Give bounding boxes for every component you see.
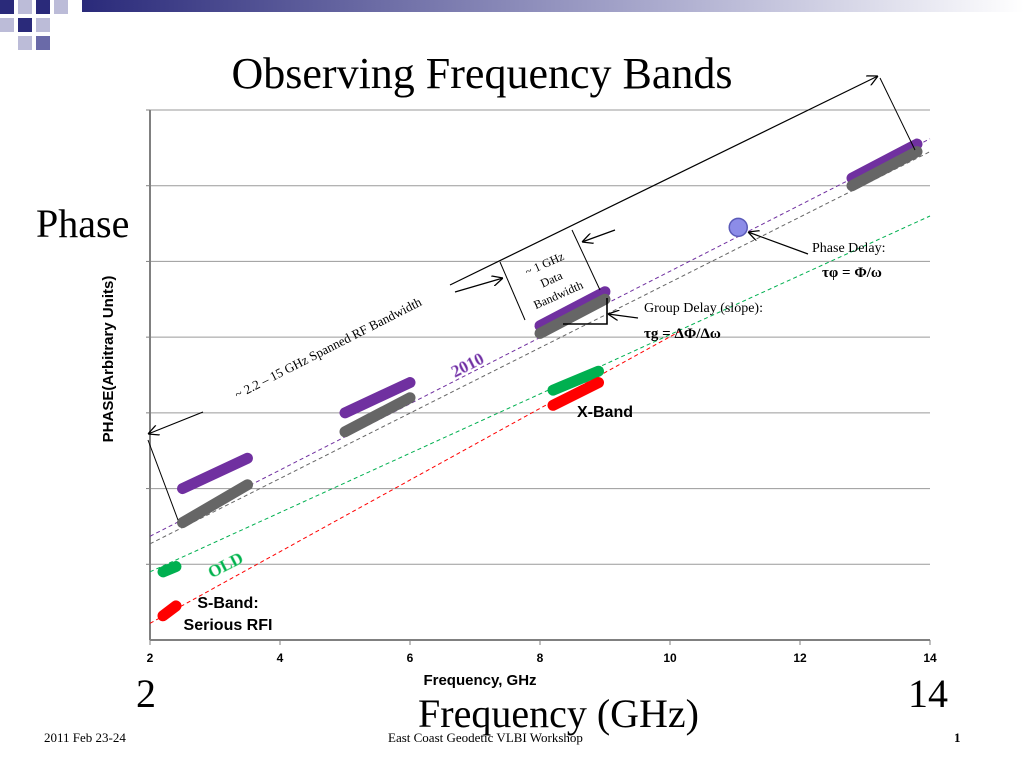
s-band-label-line1: S-Band: — [197, 595, 258, 612]
x-tick-label-2: 2 — [147, 651, 154, 665]
x-tick-label-14: 14 — [923, 651, 937, 665]
band-0-1 — [339, 377, 416, 419]
group-delay-title: Group Delay (slope): — [644, 301, 763, 316]
x-band-label: X-Band — [577, 404, 633, 421]
left-frequency-label: 2 — [136, 671, 156, 716]
band-3-1 — [547, 377, 604, 411]
band-0-3 — [846, 138, 923, 184]
trend-line-1 — [149, 151, 931, 545]
band-2-0 — [157, 561, 182, 578]
frequency-ghz-label: Frequency (GHz) — [418, 691, 699, 736]
title-gradient-bar — [82, 0, 1024, 12]
x-tick-label-4: 4 — [277, 651, 284, 665]
band-1-0 — [177, 479, 253, 529]
phase-delay-equation: τφ = Φ/ω — [822, 265, 882, 281]
phase-label: Phase — [36, 201, 130, 246]
footer-workshop: East Coast Geodetic VLBI Workshop — [388, 730, 583, 745]
footer-date: 2011 Feb 23-24 — [44, 730, 126, 745]
phase-delay-point — [728, 217, 748, 238]
x-tick-label-8: 8 — [537, 651, 544, 665]
x-axis-label: Frequency, GHz — [423, 672, 536, 689]
tag-2010: 2010 — [448, 349, 487, 381]
band-segments — [157, 138, 923, 622]
slide-title: Observing Frequency Bands — [231, 49, 733, 98]
footer-page-number: 1 — [954, 730, 961, 745]
band-3-0 — [157, 600, 182, 622]
band-1-2 — [534, 293, 611, 339]
band-0-2 — [534, 286, 611, 332]
x-tick-label-10: 10 — [663, 651, 677, 665]
band-1-3 — [846, 146, 923, 192]
s-band-label-line2: Serious RFI — [184, 617, 273, 634]
band-0-0 — [177, 452, 253, 495]
axes: 2 4 6 8 10 12 14 — [146, 109, 937, 665]
phase-delay-title: Phase Delay: — [812, 241, 885, 256]
group-delay-equation: τg = ΔΦ/Δω — [644, 326, 721, 342]
y-axis-label: PHASE(Arbitrary Units) — [100, 276, 117, 443]
band-1-1 — [339, 392, 416, 438]
corner-decoration — [0, 0, 68, 50]
annotation-arrows — [148, 76, 916, 521]
right-frequency-label: 14 — [908, 671, 948, 716]
tag-old: OLD — [205, 548, 246, 582]
x-tick-label-12: 12 — [793, 651, 807, 665]
trend-line-2 — [149, 215, 931, 573]
x-tick-label-6: 6 — [407, 651, 414, 665]
band-2-1 — [547, 365, 604, 396]
